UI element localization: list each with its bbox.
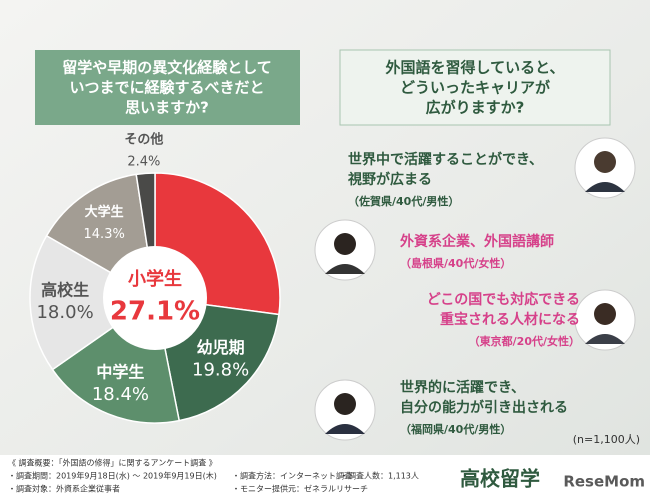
avatar-head <box>334 233 356 255</box>
quote-source: （島根県/40代/女性） <box>400 256 511 270</box>
avatar-body <box>325 424 365 434</box>
brand: ReseMom <box>563 473 645 491</box>
footer-item: ・調査人数：1,113人 <box>340 471 419 481</box>
footer-heading: 《 調査概要：「外国語の修得」に関するアンケート調査 》 <box>8 458 217 468</box>
quote-source: （東京都/20代/女性） <box>469 334 580 348</box>
quote-line: 外資系企業、外国語講師 <box>400 233 554 250</box>
right-header-box <box>339 49 611 126</box>
quote-source: （佐賀県/40代/男性） <box>348 194 459 208</box>
quote-line: どこの国でも対応できる <box>427 291 580 308</box>
slice-label: 大学生 <box>85 204 124 220</box>
quote-line: 自分の能力が引き出される <box>400 399 568 416</box>
avatar-body <box>325 264 365 274</box>
quote-line: 世界的に活躍でき、 <box>400 379 525 396</box>
quote-line: 世界中で活躍することができ、 <box>348 151 543 168</box>
avatar-body <box>585 182 625 192</box>
footer-item: ・調査方法：インターネット調査 <box>232 471 352 481</box>
slice-label: 高校生 <box>41 280 89 299</box>
slice-value: 18.0% <box>36 302 93 323</box>
center-label: 小学生 <box>128 268 182 290</box>
left-header-box <box>35 50 300 125</box>
quote-line: 重宝される人材になる <box>440 311 580 328</box>
header-line: 広がりますか? <box>426 99 525 117</box>
slice-label: 幼児期 <box>197 338 245 357</box>
avatar-body <box>585 334 625 344</box>
slice-value: 14.3% <box>84 227 125 242</box>
avatar-head <box>594 303 616 325</box>
pie-slice <box>29 234 157 371</box>
header-line: 思いますか? <box>125 99 209 117</box>
avatar-head <box>594 151 616 173</box>
quote-source: （福岡県/40代/男性） <box>400 422 511 436</box>
logo: 高校留学 <box>460 467 540 491</box>
avatars <box>314 137 636 441</box>
footer-item: ・調査対象：外資系企業従事者 <box>8 484 120 494</box>
pie-center <box>103 246 207 350</box>
slice-value: 19.8% <box>192 360 249 381</box>
header-line: どういったキャリアが <box>400 79 551 97</box>
slice-value: 2.4% <box>127 154 160 169</box>
header-line: 外国語を習得していると、 <box>385 59 565 77</box>
slice-value: 18.4% <box>92 384 149 405</box>
header-line: 留学や早期の異文化経験として <box>62 59 272 77</box>
footer-item: ・調査期間：2019年9月18日(水) ～ 2019年9月19日(木) <box>8 471 217 481</box>
slice-label: 中学生 <box>96 362 144 381</box>
sample-size: (n=1,100人) <box>573 433 640 446</box>
slice-label: その他 <box>124 131 163 147</box>
avatar-head <box>334 393 356 415</box>
center-value: 27.1% <box>110 297 200 327</box>
header-line: いつまでに経験するべきだと <box>69 79 264 97</box>
footer-band <box>0 455 650 500</box>
footer-item: ・モニター提供元：ゼネラルリサーチ <box>232 484 368 494</box>
quote-line: 視野が広まる <box>347 171 432 188</box>
